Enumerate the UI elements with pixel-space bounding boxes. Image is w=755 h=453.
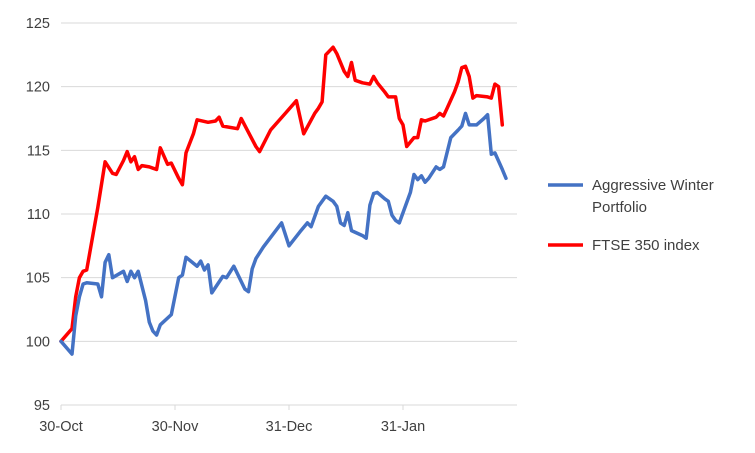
y-tick-label: 95 (34, 398, 50, 414)
x-tick-label: 30-Oct (39, 419, 83, 435)
y-tick-label: 115 (27, 143, 50, 159)
legend-label: Aggressive Winter Portfolio (592, 177, 714, 216)
y-axis-tick-labels: 95 100 105 110 115 120 125 (26, 16, 50, 414)
gridlines (61, 22, 517, 342)
x-tick-label: 31-Jan (381, 419, 425, 435)
series-lines (59, 45, 508, 356)
y-tick-label: 105 (26, 271, 50, 287)
y-tick-label: 125 (26, 16, 50, 32)
x-tick-label: 30-Nov (152, 419, 199, 435)
y-tick-label: 100 (26, 334, 50, 350)
x-tick-label: 31-Dec (266, 419, 313, 435)
x-axis-tick-labels: 30-Oct 30-Nov 31-Dec 31-Jan (39, 405, 425, 435)
series-line (59, 45, 505, 344)
y-tick-label: 110 (27, 207, 50, 223)
legend-label: FTSE 350 index (592, 237, 700, 254)
series-line (59, 111, 508, 356)
legend: Aggressive Winter Portfolio FTSE 350 index (548, 177, 714, 254)
y-tick-label: 120 (26, 80, 50, 96)
